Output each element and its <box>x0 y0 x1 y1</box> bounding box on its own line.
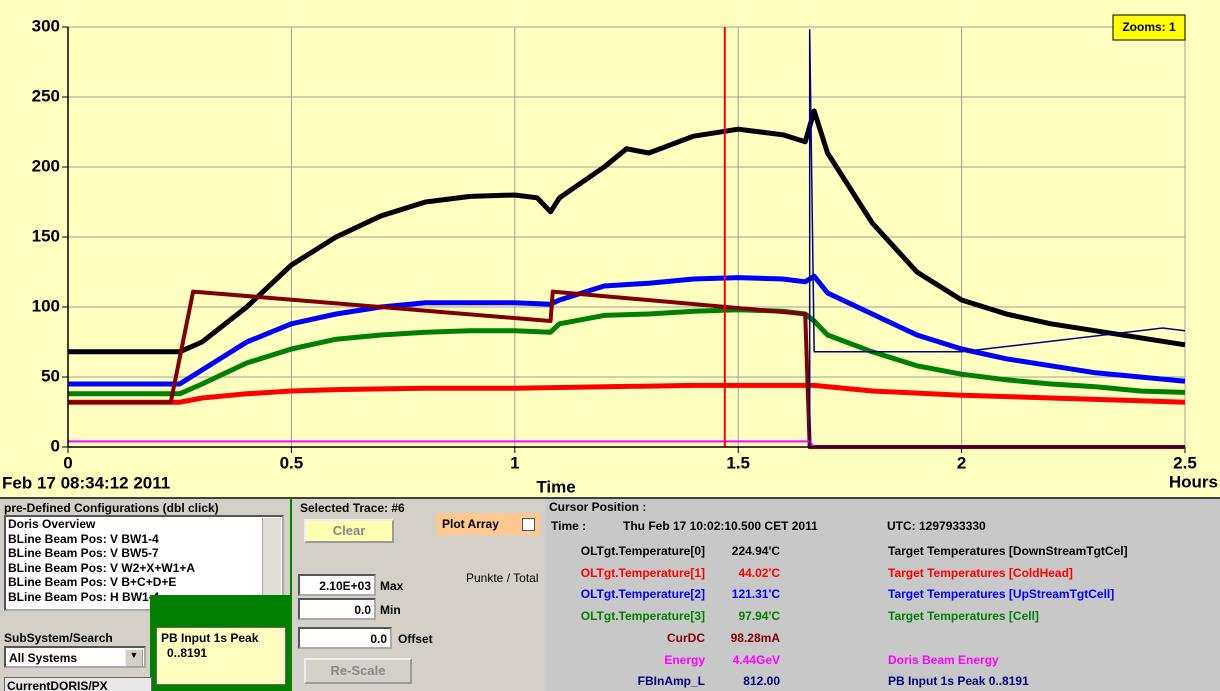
chart: Zooms: 1 Feb 17 08:34:12 2011 Time Hours… <box>0 0 1220 497</box>
cursor-time-label: Time : <box>551 519 587 533</box>
config-item[interactable]: Doris Overview <box>8 517 96 531</box>
cursor-row-value: 121.31'C <box>731 587 780 602</box>
plot-array-checkbox[interactable] <box>522 518 535 531</box>
peak-range: 0..8191 <box>167 646 208 660</box>
y-tick-label: 0 <box>51 436 60 455</box>
current-tab-label[interactable]: CurrentDORIS/PX <box>7 679 108 691</box>
y-tick-label: 150 <box>32 226 60 245</box>
cursor-row-name: CurDC <box>667 630 705 645</box>
offset-label: Offset <box>398 632 433 646</box>
config-panel: pre-Defined Configurations (dbl click) D… <box>0 497 290 691</box>
peak-title: PB Input 1s Peak <box>161 631 259 645</box>
x-axis-label: Time <box>536 477 575 496</box>
cursor-title: Cursor Position : <box>549 500 647 514</box>
plot-array-label[interactable]: Plot Array <box>442 517 499 531</box>
cursor-row-name: OLTgt.Temperature[3] <box>580 609 705 624</box>
y-tick-label: 250 <box>32 86 60 105</box>
min-label: Min <box>380 603 401 617</box>
current-tab[interactable]: CurrentDORIS/PX <box>4 677 152 691</box>
cursor-row-value: 98.28mA <box>730 630 780 645</box>
max-input[interactable]: 2.10E+03 <box>298 574 376 596</box>
series-line <box>68 382 1186 405</box>
config-item[interactable]: BLine Beam Pos: V B+C+D+E <box>8 575 177 589</box>
zoom-label[interactable]: Zooms: 1 <box>1122 20 1176 34</box>
x-tick-label: 0.5 <box>280 453 304 472</box>
cursor-row-name: OLTgt.Temperature[1] <box>580 565 705 580</box>
y-tick-label: 50 <box>41 366 60 385</box>
series-line <box>808 29 1186 447</box>
cursor-utc: UTC: 1297933330 <box>887 519 986 533</box>
zoom-box[interactable] <box>1112 14 1186 41</box>
offset-value[interactable]: 0.0 <box>370 632 387 646</box>
config-item[interactable]: BLine Beam Pos: H BW1-4 <box>8 589 160 604</box>
subsystem-combo[interactable]: All Systems ▼ <box>4 646 146 668</box>
cursor-row-value: 4.44GeV <box>732 652 780 667</box>
x-tick-label: 2.5 <box>1173 453 1197 472</box>
max-label: Max <box>380 579 404 593</box>
x-tick-label: 0 <box>63 453 72 472</box>
trace-panel: Selected Trace: #6 Clear Plot Array Punk… <box>290 497 545 691</box>
series-line <box>68 108 1186 355</box>
peak-box: PB Input 1s Peak 0..8191 <box>156 627 286 685</box>
cursor-row-description: PB Input 1s Peak 0..8191 <box>888 674 1029 689</box>
subsystem-selected: All Systems <box>9 651 78 665</box>
y-tick-label: 300 <box>32 16 60 35</box>
config-item[interactable]: BLine Beam Pos: V W2+X+W1+A <box>8 560 196 575</box>
plot-array[interactable]: Plot Array <box>436 513 540 535</box>
cursor-row-description: Doris Beam Energy <box>888 652 999 667</box>
series-line <box>68 307 1186 397</box>
cursor-row-name: Energy <box>664 652 705 667</box>
cursor-row-value: 97.94'C <box>738 609 780 624</box>
y-tick-label: 200 <box>32 156 60 175</box>
cursor-row-value: 224.94'C <box>731 544 780 558</box>
cursor-row-name: OLTgt.Temperature[2] <box>580 587 705 602</box>
cursor-time: Thu Feb 17 10:02:10.500 CET 2011 <box>623 519 818 533</box>
x-unit-label: Hours <box>1169 472 1218 491</box>
config-item[interactable]: BLine Beam Pos: V BW1-4 <box>8 531 159 546</box>
scrollbar[interactable] <box>262 518 281 608</box>
cursor-row-description: Target Temperatures [ColdHead] <box>888 565 1073 580</box>
cursor-row-description: Target Temperatures [Cell] <box>888 609 1039 624</box>
config-title: pre-Defined Configurations (dbl click) <box>4 501 219 515</box>
cursor-row-description: Target Temperatures [UpStreamTgtCell] <box>888 587 1115 602</box>
rescale-button[interactable]: Re-Scale <box>304 658 412 684</box>
offset-input[interactable]: 0.0 <box>298 627 392 649</box>
cursor-row-value: 812.00 <box>743 674 780 689</box>
series-line <box>68 273 1186 387</box>
max-value[interactable]: 2.10E+03 <box>319 579 371 593</box>
cursor-row-name: FBInAmp_L <box>637 674 705 689</box>
subsystem-title: SubSystem/Search <box>4 631 113 645</box>
cursor-row-description: Target Temperatures [DownStreamTgtCel] <box>888 544 1128 558</box>
x-tick-label: 1.5 <box>726 453 750 472</box>
cursor-panel: Cursor Position : Time : Thu Feb 17 10:0… <box>545 497 1220 691</box>
combo-arrow[interactable]: ▼ <box>125 649 143 667</box>
x-tick-label: 1 <box>510 453 519 472</box>
clear-button[interactable]: Clear <box>304 519 394 543</box>
cursor-row-value: 44.02'C <box>738 565 780 580</box>
chart-background <box>0 0 1220 497</box>
config-item[interactable]: BLine Beam Pos: V BW5-7 <box>8 546 159 560</box>
start-label: Feb 17 08:34:12 2011 <box>2 473 170 492</box>
trace-title: Selected Trace: #6 <box>300 501 405 515</box>
cursor-row-name: OLTgt.Temperature[0] <box>580 544 705 558</box>
y-tick-label: 100 <box>32 296 60 315</box>
min-value[interactable]: 0.0 <box>354 603 371 617</box>
punkte-label: Punkte / Total <box>466 571 539 585</box>
min-input[interactable]: 0.0 <box>298 598 376 620</box>
x-tick-label: 2 <box>957 453 966 472</box>
